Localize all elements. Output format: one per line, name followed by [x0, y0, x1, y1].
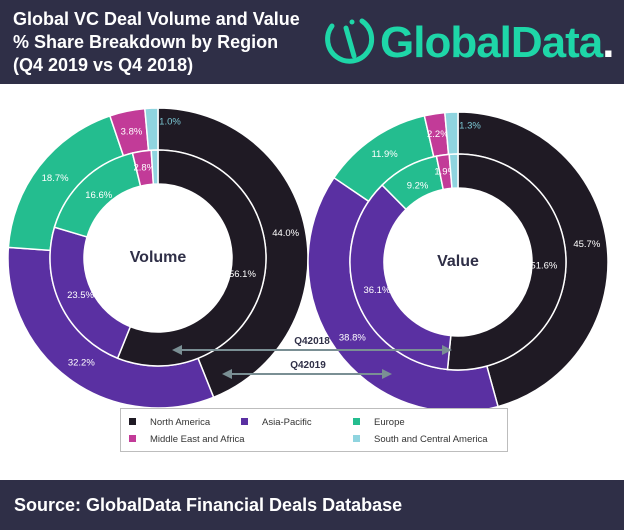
donut-center-label: Volume: [130, 249, 187, 266]
outer-ring-label-asia-pacific: 32.2%: [68, 357, 95, 368]
inner-ring-slice-north-america: [446, 153, 567, 371]
inner-ring-label-north-america: 51.6%: [530, 261, 557, 272]
chart-title-line-3: (Q4 2019 vs Q4 2018): [13, 55, 194, 75]
q42019-arrow: Q42019: [222, 360, 392, 379]
outer-ring-label-middle-east-and-africa: 3.8%: [121, 126, 143, 137]
outer-ring-label-asia-pacific: 38.8%: [339, 332, 366, 343]
legend-item-middle-east-africa: Middle East and Africa: [129, 434, 245, 446]
chart-title-line-1: Global VC Deal Volume and Value: [13, 9, 300, 29]
inner-ring-label-asia-pacific: 36.1%: [363, 285, 390, 296]
legend-swatch: [241, 418, 248, 425]
chart-title-line-2: % Share Breakdown by Region: [13, 32, 279, 52]
inner-ring-slice-north-america: [116, 149, 267, 367]
donut-charts: 44.0%32.2%18.7%3.8%1.4%56.1%23.5%16.6%2.…: [7, 63, 609, 413]
inner-ring-slice-south-and-central-america: [150, 149, 159, 185]
inner-ring-label-asia-pacific: 23.5%: [67, 290, 94, 301]
legend-item-north-america: North America: [129, 417, 210, 429]
inner-ring-label-north-america: 56.1%: [229, 269, 256, 280]
legend-item-asia-pacific: Asia-Pacific: [241, 417, 312, 429]
globaldata-logo: GlobalData.: [322, 12, 618, 72]
q42018-arrow-label: Q42018: [294, 336, 330, 347]
outer-ring-label-europe: 18.7%: [42, 173, 69, 184]
globaldata-logo-icon: [325, 18, 375, 64]
legend-swatch: [129, 418, 136, 425]
brand-wordmark: GlobalData.: [380, 18, 615, 68]
inner-ring-slice-south-and-central-america: [448, 153, 459, 190]
legend-label: Middle East and Africa: [150, 434, 245, 445]
legend-label: Asia-Pacific: [262, 417, 312, 428]
header-banner: Global VC Deal Volume and Value % Share …: [0, 0, 624, 84]
outer-ring-label-middle-east-and-africa: 2.2%: [427, 129, 449, 140]
outer-ring-label-north-america: 45.7%: [573, 239, 600, 250]
legend-item-europe: Europe: [353, 417, 405, 429]
legend-label: South and Central America: [374, 434, 488, 445]
inner-ring-slice-asia-pacific: [349, 184, 452, 371]
legend-label: Europe: [374, 417, 405, 428]
brand-dot: .: [602, 18, 614, 67]
inner-ring-label-europe: 16.6%: [85, 190, 112, 201]
donut-center-label: Value: [437, 253, 479, 270]
volume-donut: 44.0%32.2%18.7%3.8%1.4%56.1%23.5%16.6%2.…: [7, 63, 309, 409]
period-arrows: Q42018 Q42019: [172, 336, 452, 379]
legend-swatch: [353, 435, 360, 442]
q42019-arrow-label: Q42019: [290, 360, 326, 371]
footer-banner: Source: GlobalData Financial Deals Datab…: [0, 480, 624, 530]
chart-area: 44.0%32.2%18.7%3.8%1.4%56.1%23.5%16.6%2.…: [0, 63, 624, 480]
value-donut: 45.7%38.8%11.9%2.2%1.4%51.6%36.1%9.2%1.9…: [307, 67, 609, 413]
chart-legend: North America Asia-Pacific Europe Middle…: [120, 408, 508, 452]
inner-ring-label-middle-east-and-africa: 1.9%: [434, 166, 456, 177]
inner-ring-label-middle-east-and-africa: 2.8%: [134, 163, 156, 174]
outer-ring-label-north-america: 44.0%: [272, 228, 299, 239]
legend-swatch: [353, 418, 360, 425]
legend-item-south-central-america: South and Central America: [353, 434, 488, 446]
outer-ring-label-europe: 11.9%: [371, 149, 398, 160]
legend-swatch: [129, 435, 136, 442]
q42018-arrow: Q42018: [172, 336, 452, 355]
inner-ring-label-south-and-central-america: 1.0%: [159, 117, 181, 128]
inner-ring-label-europe: 9.2%: [407, 181, 429, 192]
legend-label: North America: [150, 417, 211, 428]
source-note: Source: GlobalData Financial Deals Datab…: [14, 495, 403, 515]
inner-ring-label-south-and-central-america: 1.3%: [459, 121, 481, 132]
brand-name: GlobalData: [380, 18, 603, 67]
